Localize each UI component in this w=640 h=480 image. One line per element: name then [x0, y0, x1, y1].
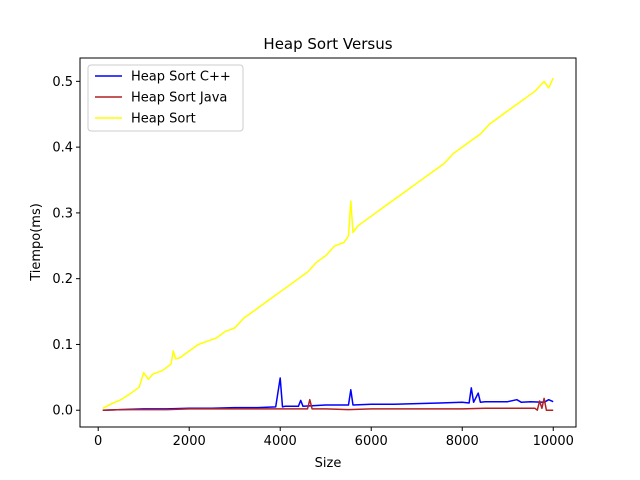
axes-frame [79, 57, 577, 428]
legend-label-2: Heap Sort Java [131, 91, 227, 106]
series-line-1 [102, 377, 554, 411]
y-tick-label: 0.3 [52, 206, 73, 221]
y-tick-label: 0.1 [52, 338, 73, 353]
series-line-2 [102, 397, 554, 411]
legend-box [87, 64, 244, 132]
series-line-3 [102, 77, 554, 409]
x-tick-label: 0 [94, 434, 102, 449]
y-axis-label: Tiempo(ms) [29, 203, 44, 282]
x-tick-label: 2000 [173, 434, 206, 449]
series-layer [102, 77, 554, 411]
y-tick-label: 0.4 [52, 141, 73, 156]
x-tick-label: 6000 [355, 434, 388, 449]
y-tick-label: 0.5 [52, 75, 73, 90]
y-axis-ticks: 0.0 0.1 0.2 0.3 0.4 0.5 [52, 75, 80, 419]
legend-label-1: Heap Sort C++ [131, 70, 231, 85]
x-tick-label: 4000 [264, 434, 297, 449]
x-tick-label: 10000 [533, 434, 574, 449]
legend-label-3: Heap Sort [131, 112, 196, 127]
y-tick-label: 0.2 [52, 272, 73, 287]
y-tick-label: 0.0 [52, 404, 73, 419]
x-axis-ticks: 0 2000 4000 6000 8000 10000 [94, 427, 574, 449]
legend: Heap Sort C++ Heap Sort Java Heap Sort [87, 64, 244, 132]
x-tick-label: 8000 [446, 434, 479, 449]
x-axis-label: Size [315, 456, 342, 471]
plot-area: 0 2000 4000 6000 8000 10000 0.00.10.20.30.40.… [52, 57, 577, 449]
chart-title: Heap Sort Versus [263, 35, 392, 53]
